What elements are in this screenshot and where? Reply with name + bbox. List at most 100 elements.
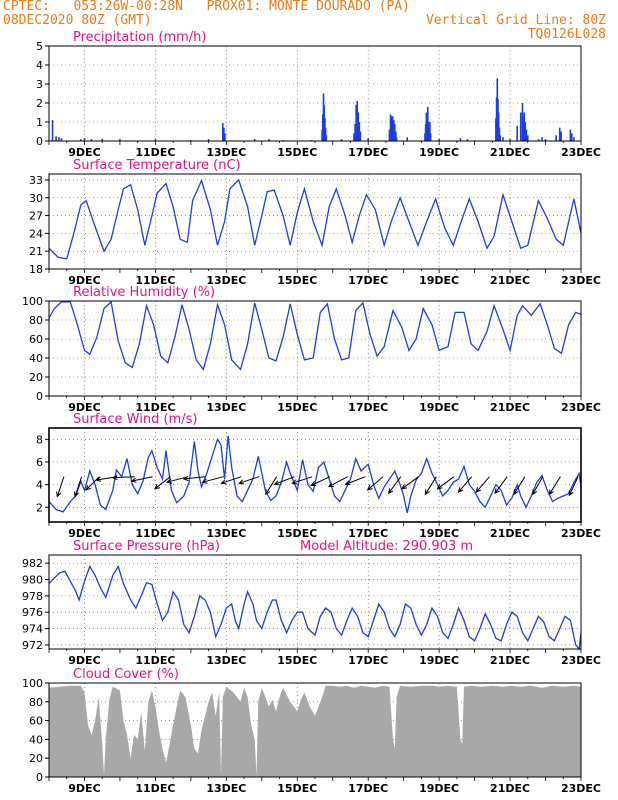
precip-bar [429, 122, 431, 141]
x-tick-label: 19DEC [419, 782, 459, 795]
precip-bar [527, 135, 529, 141]
panel-title: Surface Pressure (hPa) [73, 539, 220, 554]
precip-bar [90, 139, 93, 141]
precip-bar [395, 131, 397, 141]
y-tick-label: 24 [29, 227, 43, 240]
x-tick-label: 15DEC [277, 527, 317, 540]
wind-arrow [111, 474, 135, 481]
x-tick-label: 17DEC [348, 274, 388, 287]
x-tick-label: 11DEC [135, 654, 175, 667]
precip-bar [438, 139, 440, 141]
y-tick-label: 80 [29, 314, 43, 327]
y-tick-label: 100 [22, 295, 43, 308]
wind-arrow [532, 476, 544, 496]
wind-vectors [56, 474, 579, 498]
y-tick-label: 60 [29, 333, 43, 346]
precip-bar [519, 112, 522, 141]
y-tick-label: 60 [29, 715, 43, 728]
precip-bar [466, 139, 469, 141]
grid-lines [49, 46, 581, 141]
precip-bar [570, 133, 573, 141]
y-axis: 18 21 24 27 30 33 [29, 174, 49, 276]
x-tick-label: 13DEC [206, 527, 246, 540]
y-tick-label: 27 [29, 210, 43, 223]
precip-bar [119, 139, 121, 141]
series-line [48, 435, 582, 514]
x-tick-label: 11DEC [135, 401, 175, 414]
precip-bar [58, 137, 60, 141]
wind-arrow [401, 476, 419, 490]
precip-bar [524, 122, 527, 141]
precip-bar [353, 133, 355, 141]
y-tick-label: 0 [36, 135, 43, 148]
panel-title: Relative Humidity (%) [73, 285, 215, 300]
grid-lines [49, 555, 581, 649]
precip-bar [429, 133, 432, 141]
grid-lines [49, 428, 581, 522]
precip-bar [391, 116, 394, 141]
y-tick-label: 30 [29, 192, 43, 205]
wind-arrow [475, 476, 490, 493]
wind-arrow [130, 476, 153, 483]
x-axis: 9DEC 11DEC 13DEC 15DEC 17DEC 19DEC 21DEC 23DEC [48, 396, 601, 414]
x-tick-label: 13DEC [206, 654, 246, 667]
precip-bar [325, 135, 328, 141]
wind-arrow [291, 476, 313, 485]
wind-arrow [265, 476, 278, 496]
x-tick-label: 15DEC [277, 782, 317, 795]
precip-bar [558, 127, 561, 141]
y-tick-label: 2 [36, 501, 43, 514]
precip-bar [395, 137, 398, 141]
x-tick-label: 15DEC [277, 274, 317, 287]
y-tick-label: 4 [36, 59, 43, 72]
x-tick-label: 23DEC [561, 146, 601, 159]
precip-bar [221, 122, 224, 141]
x-tick-label: 11DEC [135, 527, 175, 540]
x-tick-label: 13DEC [206, 146, 246, 159]
y-tick-label: 3 [36, 78, 43, 91]
x-tick-label: 19DEC [419, 527, 459, 540]
wind-arrow [273, 476, 295, 486]
precip-bar [394, 123, 396, 141]
chart-header: CPTEC: 053:26W-00:28N PROX01: MONTE DOUR… [0, 0, 618, 44]
wind-arrow [201, 476, 224, 484]
header-grid-line: Vertical Grid Line: 80Z [425, 13, 606, 28]
wind-arrow [166, 476, 189, 484]
y-tick-label: 0 [36, 390, 43, 403]
precip-bar [389, 114, 392, 141]
wind-arrow [327, 476, 348, 488]
y-tick-label: 972 [22, 639, 43, 652]
precip-bar [537, 139, 540, 141]
precip-bar [499, 135, 501, 141]
series-line [48, 564, 582, 651]
precip-bar [55, 136, 57, 141]
x-tick-label: 19DEC [419, 654, 459, 667]
x-axis: 9DEC 11DEC 13DEC 15DEC 17DEC 19DEC 21DEC 23DEC [48, 522, 601, 540]
x-tick-label: 9DEC [68, 782, 100, 795]
y-axis: 0 1 2 3 4 5 [36, 40, 49, 148]
precip-bar [324, 127, 327, 141]
panel-frame [48, 173, 582, 270]
precip-bar [560, 131, 562, 141]
y-tick-label: 40 [29, 733, 43, 746]
wind-arrow [457, 476, 473, 493]
precip-bar [497, 112, 500, 141]
precip-bar [224, 133, 226, 141]
y-tick-label: 80 [29, 696, 43, 709]
wind-arrow [568, 476, 579, 497]
x-axis: 9DEC 11DEC 13DEC 15DEC 17DEC 19DEC 21DEC 23DEC [48, 141, 601, 159]
y-tick-label: 4 [36, 479, 43, 492]
y-tick-label: 982 [22, 557, 43, 570]
x-tick-label: 11DEC [135, 782, 175, 795]
x-tick-label: 23DEC [561, 527, 601, 540]
y-tick-label: 20 [29, 752, 43, 765]
precip-bar [388, 129, 391, 141]
x-axis: 9DEC 11DEC 13DEC 15DEC 17DEC 19DEC 21DEC 23DEC [48, 649, 601, 667]
wind-arrow [73, 476, 83, 498]
precip-bar [83, 138, 86, 141]
precip-bar [367, 138, 369, 141]
y-axis: 2 4 6 8 [36, 433, 49, 514]
x-tick-label: 17DEC [348, 782, 388, 795]
y-tick-label: 0 [36, 771, 43, 784]
